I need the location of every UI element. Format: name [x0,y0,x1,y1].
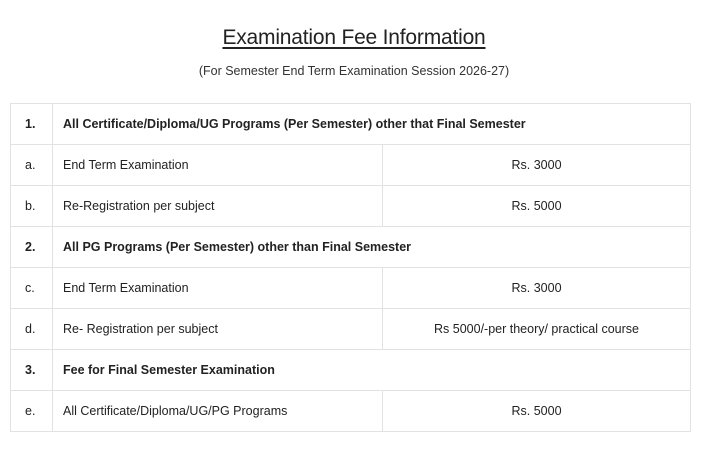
row-number: 1. [10,103,53,145]
fee-amount: Rs. 5000 [382,390,691,432]
section-title: All PG Programs (Per Semester) other tha… [52,226,691,268]
section-title: All Certificate/Diploma/UG Programs (Per… [52,103,691,145]
row-number: e. [10,390,53,432]
row-number: a. [10,144,53,186]
section-header-row: 2. All PG Programs (Per Semester) other t… [10,226,691,268]
page-title: Examination Fee Information [222,26,486,49]
fee-row: b. Re-Registration per subject Rs. 5000 [10,185,691,227]
fee-row: c. End Term Examination Rs. 3000 [10,267,691,309]
row-number: c. [10,267,53,309]
fee-amount: Rs. 3000 [382,144,691,186]
row-number: 2. [10,226,53,268]
row-number: b. [10,185,53,227]
fee-amount: Rs. 3000 [382,267,691,309]
page-subtitle: (For Semester End Term Examination Sessi… [198,64,510,78]
section-header-row: 1. All Certificate/Diploma/UG Programs (P… [10,103,691,145]
section-title: Fee for Final Semester Examination [52,349,691,391]
fee-description: Re- Registration per subject [52,308,383,350]
fee-row: a. End Term Examination Rs. 3000 [10,144,691,186]
section-header-row: 3. Fee for Final Semester Examination [10,349,691,391]
fee-table: 1. All Certificate/Diploma/UG Programs (P… [10,103,691,432]
fee-description: End Term Examination [52,267,383,309]
fee-amount: Rs. 5000 [382,185,691,227]
fee-description: All Certificate/Diploma/UG/PG Programs [52,390,383,432]
row-number: d. [10,308,53,350]
fee-row: d. Re- Registration per subject Rs 5000/-p… [10,308,691,350]
fee-description: End Term Examination [52,144,383,186]
row-number: 3. [10,349,53,391]
fee-description: Re-Registration per subject [52,185,383,227]
fee-row: e. All Certificate/Diploma/UG/PG Programs… [10,390,691,432]
fee-amount: Rs 5000/-per theory/ practical course [382,308,691,350]
